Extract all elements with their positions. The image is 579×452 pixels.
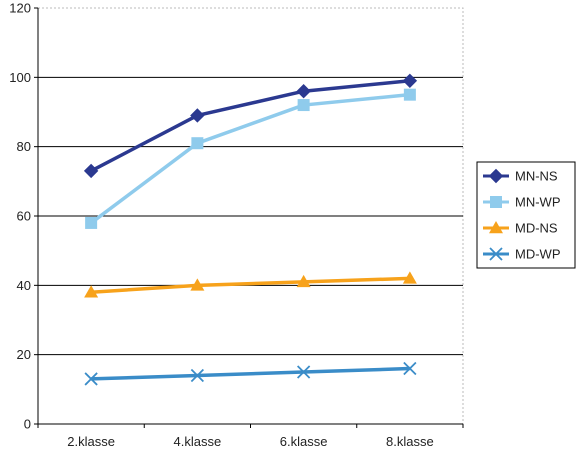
data-point-md-ns	[402, 271, 417, 284]
y-tick-label: 20	[17, 347, 31, 362]
y-tick-label: 120	[9, 1, 31, 16]
series-md-ns	[84, 271, 417, 298]
series-layer	[83, 73, 418, 386]
legend: MN-NS MN-WP MD-NS MD-WP	[476, 161, 576, 269]
legend-item-mn-wp: MN-WP	[483, 195, 561, 210]
data-point-mn-wp	[85, 216, 98, 229]
marker-stroke	[84, 372, 98, 386]
legend-item-md-ns: MD-NS	[483, 221, 558, 236]
legend-marker	[489, 247, 503, 261]
x-tick-label: 6.klasse	[280, 434, 328, 449]
data-point-mn-ns	[83, 163, 99, 179]
legend-label: MD-NS	[515, 221, 558, 236]
data-point-mn-ns	[296, 83, 311, 99]
data-point-md-ns	[84, 285, 99, 298]
series-mn-wp	[85, 88, 416, 229]
data-point-mn-wp	[191, 137, 204, 150]
y-axis-ticks: 0 20 40 60 80 100 120	[9, 1, 38, 432]
series-line-mn-wp	[90, 92, 411, 225]
legend-marker	[488, 168, 504, 184]
x-tick-label: 4.klasse	[174, 434, 222, 449]
x-axis-ticks: 2.klasse 4.klasse 6.klasse 8.klasse	[37, 424, 464, 449]
data-point-mn-wp	[403, 88, 416, 101]
data-point-md-ns	[190, 278, 205, 291]
legend-label: MN-WP	[515, 195, 561, 210]
legend-marker	[489, 221, 503, 234]
series-mn-ns	[83, 73, 418, 179]
data-point-md-wp	[403, 361, 417, 376]
y-tick-label: 100	[9, 70, 31, 85]
data-point-mn-ns	[190, 108, 205, 123]
legend-label: MN-NS	[515, 169, 558, 184]
data-point-md-wp	[190, 368, 205, 383]
series-md-wp	[84, 361, 417, 386]
x-tick-label: 2.klasse	[67, 434, 115, 449]
marker-stroke	[489, 247, 503, 261]
legend-marker	[490, 196, 502, 208]
legend-item-mn-ns: MN-NS	[483, 169, 558, 184]
series-line-mn-ns	[90, 79, 411, 173]
series-line-md-wp	[91, 366, 410, 381]
legend-item-md-wp: MD-WP	[483, 247, 561, 262]
y-tick-label: 0	[24, 417, 31, 432]
data-point-md-wp	[296, 365, 311, 379]
legend-label: MD-WP	[515, 247, 561, 262]
marker-stroke	[403, 361, 417, 376]
data-point-md-ns	[296, 274, 311, 288]
y-tick-label: 60	[17, 209, 31, 224]
data-point-mn-wp	[297, 99, 310, 112]
marker-stroke	[190, 368, 205, 383]
data-point-mn-ns	[402, 73, 418, 89]
y-tick-label: 40	[17, 278, 31, 293]
y-tick-label: 80	[17, 139, 31, 154]
series-line-md-ns	[91, 276, 410, 295]
x-tick-label: 8.klasse	[386, 434, 434, 449]
data-point-md-wp	[84, 372, 98, 386]
marker-stroke	[296, 365, 311, 379]
